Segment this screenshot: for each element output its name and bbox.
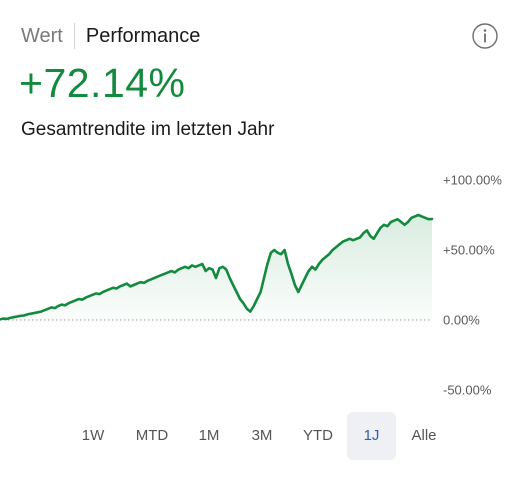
range-ytd[interactable]: YTD bbox=[303, 427, 333, 444]
performance-area bbox=[0, 215, 432, 320]
range-1m[interactable]: 1M bbox=[198, 427, 220, 444]
range-3m[interactable]: 3M bbox=[251, 427, 273, 444]
y-tick-label: -50.00% bbox=[443, 383, 492, 398]
y-tick-label: +100.00% bbox=[443, 173, 502, 188]
range-mtd[interactable]: MTD bbox=[135, 427, 169, 444]
y-tick-label: +50.00% bbox=[443, 243, 495, 258]
y-axis: +100.00% +50.00% 0.00% -50.00% bbox=[443, 173, 502, 398]
tab-wert[interactable]: Wert bbox=[21, 25, 63, 47]
performance-chart[interactable]: +100.00% +50.00% 0.00% -50.00% bbox=[0, 160, 520, 410]
tab-performance[interactable]: Performance bbox=[85, 25, 201, 47]
total-return-value: +72.14% bbox=[19, 60, 186, 106]
y-tick-label: 0.00% bbox=[443, 313, 480, 328]
tab-divider bbox=[73, 23, 75, 49]
info-icon[interactable] bbox=[472, 23, 498, 49]
performance-line bbox=[0, 213, 434, 321]
range-1w[interactable]: 1W bbox=[81, 427, 105, 444]
range-alle[interactable]: Alle bbox=[411, 427, 437, 444]
range-1j[interactable]: 1J bbox=[347, 412, 396, 460]
total-return-caption: Gesamtrendite im letzten Jahr bbox=[21, 119, 275, 140]
view-tabs: Wert Performance bbox=[21, 22, 200, 50]
time-range-selector: 1W MTD 1M 3M YTD 1J Alle bbox=[0, 412, 520, 460]
